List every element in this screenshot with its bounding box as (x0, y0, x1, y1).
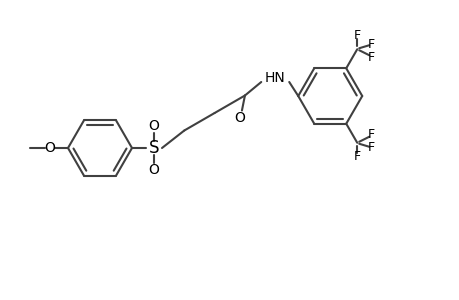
Text: O: O (234, 110, 245, 124)
Text: F: F (367, 141, 374, 154)
Text: HN: HN (264, 71, 285, 85)
Text: O: O (148, 119, 159, 133)
Text: O: O (148, 163, 159, 177)
Text: F: F (367, 38, 374, 51)
Text: F: F (353, 29, 360, 42)
Text: S: S (148, 139, 159, 157)
Text: F: F (353, 150, 360, 163)
Text: F: F (367, 128, 374, 141)
Text: O: O (45, 141, 56, 155)
Text: F: F (367, 51, 374, 64)
